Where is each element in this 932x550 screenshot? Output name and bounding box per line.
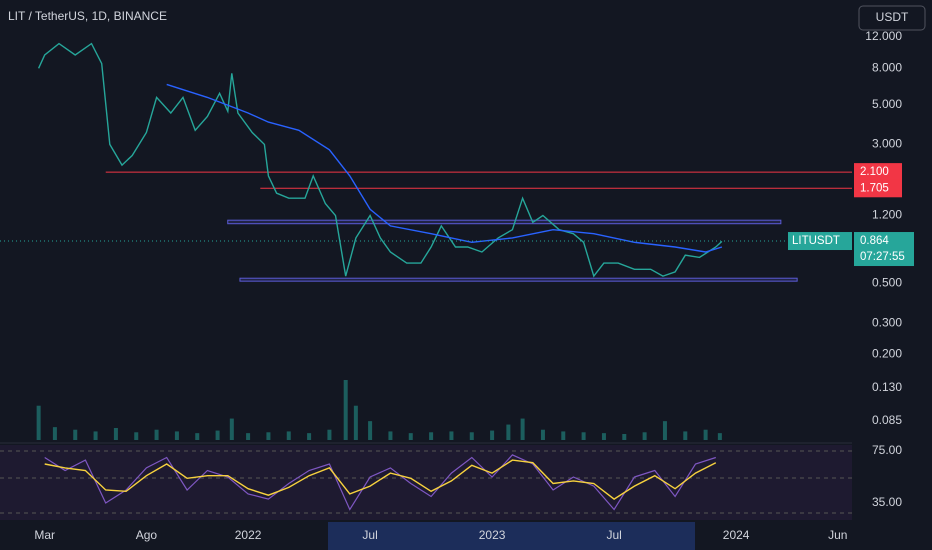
- volume-bar: [408, 433, 413, 440]
- volume-bar: [307, 433, 312, 440]
- zone: [239, 277, 798, 282]
- volume-bar: [561, 431, 566, 440]
- volume-bar: [343, 380, 348, 440]
- y-tick-label: 1.200: [872, 208, 902, 222]
- volume-bar: [490, 430, 495, 440]
- x-tick-label: 2024: [723, 528, 750, 542]
- volume-bar: [662, 421, 667, 440]
- level-tag: [854, 163, 902, 182]
- x-tick-label: Jul: [606, 528, 621, 542]
- volume-bar: [581, 432, 586, 440]
- currency-label[interactable]: USDT: [876, 10, 909, 24]
- volume-bar: [134, 432, 139, 440]
- last-price-label: 0.864: [860, 235, 889, 247]
- volume-bar: [215, 430, 220, 440]
- countdown: 07:27:55: [860, 251, 905, 263]
- x-tick-label: Mar: [34, 528, 55, 542]
- zone: [227, 219, 782, 225]
- volume-bar: [36, 405, 41, 440]
- price-line: [37, 42, 723, 278]
- y-tick-label: 5.000: [872, 97, 902, 111]
- volume-bar: [520, 418, 525, 440]
- x-tick-label: 2023: [479, 528, 506, 542]
- rsi-signal: [44, 459, 717, 500]
- volume-bar: [429, 432, 434, 440]
- x-tick-label: Jul: [362, 528, 377, 542]
- volume-bar: [113, 428, 118, 440]
- y-tick-label: 0.085: [872, 413, 902, 427]
- last-price-tag: [854, 232, 914, 267]
- volume-bar: [93, 431, 98, 440]
- x-tick-label: Ago: [136, 528, 158, 542]
- volume-bar: [327, 429, 332, 440]
- y-tick-label: 3.000: [872, 137, 902, 151]
- rsi-pane: [0, 445, 852, 520]
- level-tag: [854, 179, 902, 198]
- rsi-tick-label: 35.00: [872, 495, 902, 509]
- level-label: 1.705: [860, 182, 889, 194]
- y-tick-label: 0.500: [872, 276, 902, 290]
- volume-bar: [353, 405, 358, 440]
- volume-bar: [642, 432, 647, 440]
- volume-bar: [73, 429, 78, 440]
- volume-bar: [195, 433, 200, 440]
- rsi-line: [44, 454, 716, 511]
- volume-bar: [506, 424, 511, 440]
- y-tick-label: 0.200: [872, 347, 902, 361]
- volume-bar: [286, 431, 291, 440]
- volume-bar: [229, 418, 234, 440]
- volume-bar: [601, 433, 606, 440]
- volume-bar: [154, 429, 159, 440]
- volume-bar: [368, 421, 373, 440]
- volume-bar: [246, 433, 251, 440]
- y-tick-label: 0.130: [872, 380, 902, 394]
- y-tick-label: 8.000: [872, 61, 902, 75]
- chart-title: LIT / TetherUS, 1D, BINANCE: [8, 9, 167, 23]
- ma-line: [166, 83, 723, 253]
- volume-bar: [717, 433, 722, 440]
- y-tick-label: 12.000: [865, 29, 902, 43]
- x-range-highlight: [328, 522, 695, 550]
- volume-bar: [622, 434, 627, 440]
- y-tick-label: 0.300: [872, 315, 902, 329]
- x-tick-label: Jun: [828, 528, 847, 542]
- rsi-tick-label: 75.00: [872, 443, 902, 457]
- volume-bar: [174, 431, 179, 440]
- volume-bar: [469, 432, 474, 440]
- level-label: 2.100: [860, 166, 889, 178]
- x-tick-label: 2022: [235, 528, 262, 542]
- volume-bar: [449, 431, 454, 440]
- volume-bar: [683, 431, 688, 440]
- volume-bar: [703, 429, 708, 440]
- symbol-tag: [788, 232, 852, 251]
- volume-bar: [52, 427, 57, 440]
- volume-bar: [266, 432, 271, 440]
- volume-bar: [388, 431, 393, 440]
- symbol-label: LITUSDT: [792, 235, 840, 247]
- volume-bar: [540, 429, 545, 440]
- currency-button[interactable]: [858, 5, 926, 31]
